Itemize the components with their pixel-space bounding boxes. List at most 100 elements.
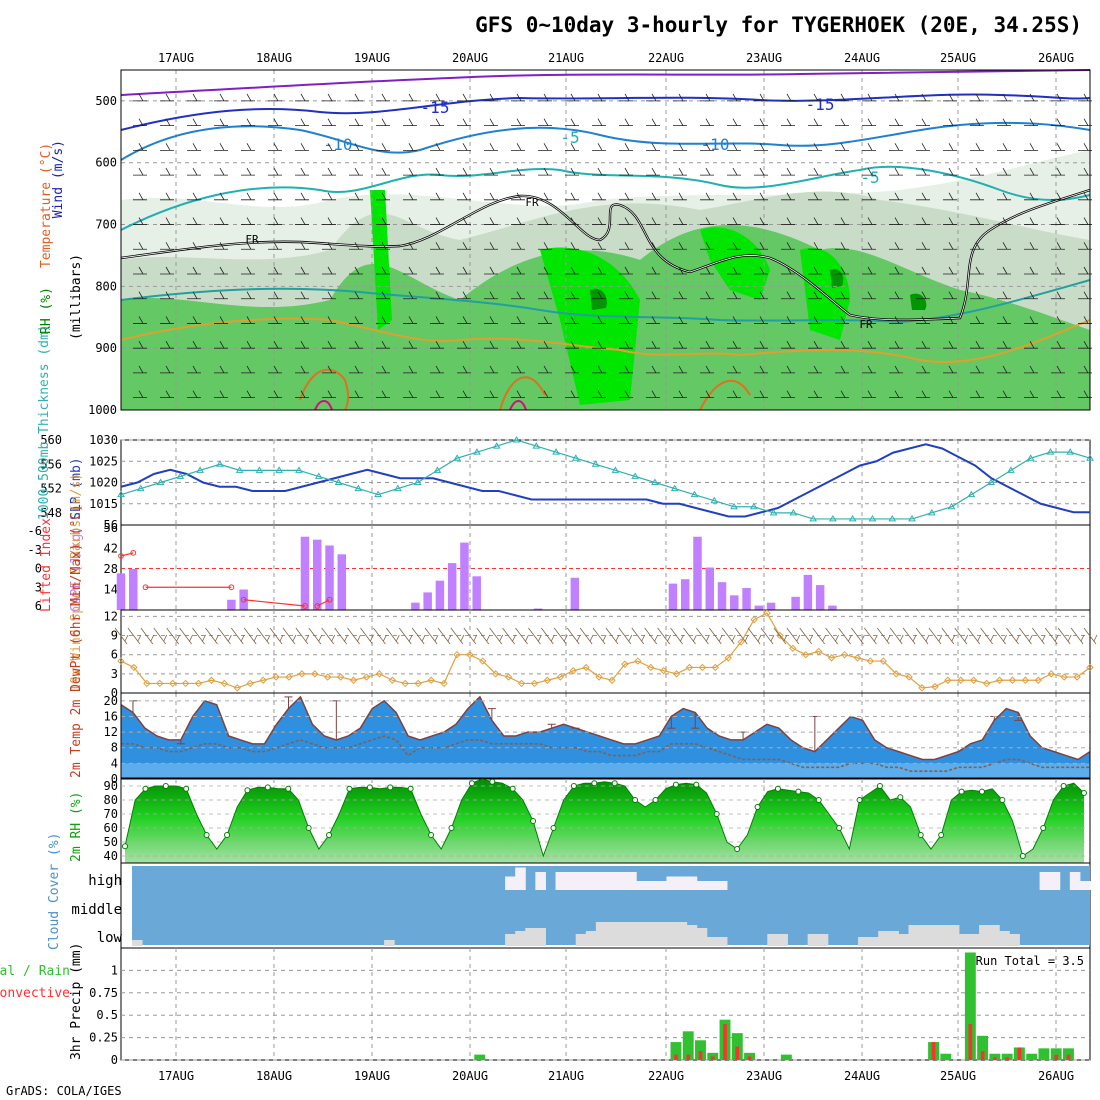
wind-barb <box>484 167 498 176</box>
cape-bar <box>533 608 543 610</box>
wind-barb <box>1024 118 1038 127</box>
wind-barb <box>376 93 390 102</box>
wind-barb <box>349 217 363 225</box>
wind-barb <box>565 118 579 127</box>
wind-barb <box>268 242 282 250</box>
wind-barb <box>997 217 1011 225</box>
wind-barb <box>1024 143 1038 151</box>
wind-barb <box>997 143 1011 151</box>
wind-barb <box>835 316 849 324</box>
cloud-low-cell <box>585 931 597 946</box>
wind-barb <box>727 390 741 399</box>
precip-panel: 0 0.25 0.5 0.75 1 <box>89 947 1091 1067</box>
wind-barb <box>619 365 633 374</box>
wind-marker <box>814 647 823 656</box>
wind-barb <box>268 217 282 225</box>
wind-barb <box>592 242 606 250</box>
wind-ytick: 6 <box>111 648 118 662</box>
thickness-marker <box>1046 448 1055 455</box>
wind-barb <box>295 93 309 102</box>
wind-barb <box>457 365 471 374</box>
wind-barb-10m <box>295 627 310 645</box>
wind-barb <box>241 365 255 374</box>
wind-marker <box>944 676 952 684</box>
wind-barb-10m <box>1070 627 1085 645</box>
wind-barb-10m <box>812 627 827 645</box>
li-marker <box>228 584 235 591</box>
wind-marker <box>776 631 784 640</box>
precip-total-bar <box>1001 1053 1013 1060</box>
wind-barb <box>970 390 984 399</box>
wind-barb-10m <box>347 627 361 645</box>
credit: GrADS: COLA/IGES <box>6 1084 122 1098</box>
wind-marker <box>401 679 409 688</box>
thickness-marker <box>829 514 837 522</box>
wind-barb <box>187 217 201 225</box>
wind-marker <box>491 670 500 678</box>
cloud-low-cell <box>666 922 678 946</box>
rh2m-marker <box>366 784 373 791</box>
wind-frame <box>120 609 1091 694</box>
wind-barb <box>565 340 579 349</box>
cape-bar <box>337 554 347 610</box>
wind-barb <box>241 143 255 151</box>
upper-ylabel-wind: Wind (m/s) <box>51 140 66 218</box>
thickness-marker <box>117 490 125 498</box>
wind-barb <box>187 93 201 102</box>
bottom-date-label: 21AUG <box>548 1069 584 1083</box>
wind-barb <box>511 217 525 225</box>
wind-barb <box>781 340 795 349</box>
wind-barb <box>619 291 633 300</box>
upper-ytick: 500 <box>95 94 117 108</box>
wind-barb <box>538 365 552 374</box>
wind-barb <box>241 118 255 127</box>
cloud-high-cell <box>706 881 718 890</box>
wind-barb <box>970 340 984 349</box>
wind-barb <box>538 242 552 250</box>
rh2m-marker <box>264 784 271 791</box>
wind-barb-10m <box>670 627 684 645</box>
rh2m-marker <box>774 785 781 792</box>
wind-barb <box>565 217 579 225</box>
cloud-low-cell <box>948 925 960 946</box>
temp-contour-5 <box>120 317 1091 363</box>
wind-barb <box>565 242 579 250</box>
thickness-marker <box>571 454 580 461</box>
bottom-date-label: 26AUG <box>1038 1069 1074 1083</box>
wind-barb <box>430 340 444 349</box>
wind-barb <box>970 118 984 127</box>
wind-barb <box>484 266 498 275</box>
wind-marker <box>931 682 939 691</box>
wind-barb <box>619 93 633 102</box>
wind-barb <box>781 291 795 300</box>
wind-barb <box>646 217 660 225</box>
wind-barb <box>835 167 849 176</box>
cloud-low-cell <box>656 922 667 946</box>
cape-bar <box>300 536 310 610</box>
wind-barb <box>214 143 228 151</box>
precip-total-bar <box>964 952 976 1060</box>
thickness-marker <box>453 454 462 461</box>
wind-barb <box>808 242 822 250</box>
wind-barb <box>241 242 255 250</box>
thickness-marker <box>295 466 303 473</box>
wind-barb-10m <box>851 627 865 645</box>
cape-bar <box>791 596 800 610</box>
thickness-line <box>120 439 1091 520</box>
wind-barb <box>322 390 336 399</box>
wind-barb <box>322 93 336 102</box>
wind-barb-10m <box>954 627 969 645</box>
wind-barb <box>160 167 174 176</box>
temp-ylabel-text: 2m Temp 2m DewPt (6hr Min/Max) (°C) <box>69 504 84 778</box>
precip-ytick: 0.5 <box>96 1008 118 1022</box>
cloud-high-cell <box>626 872 637 890</box>
precip-ytick: 0.25 <box>89 1031 118 1045</box>
thickness-marker <box>1026 454 1035 461</box>
wind-barb <box>457 192 471 201</box>
cloud-high-cell <box>565 872 577 890</box>
wind-barb <box>970 93 984 102</box>
wind-barb <box>727 217 741 225</box>
precip-total-bar <box>780 1054 792 1060</box>
wind-barb <box>727 365 741 374</box>
wind-barb <box>781 266 795 275</box>
